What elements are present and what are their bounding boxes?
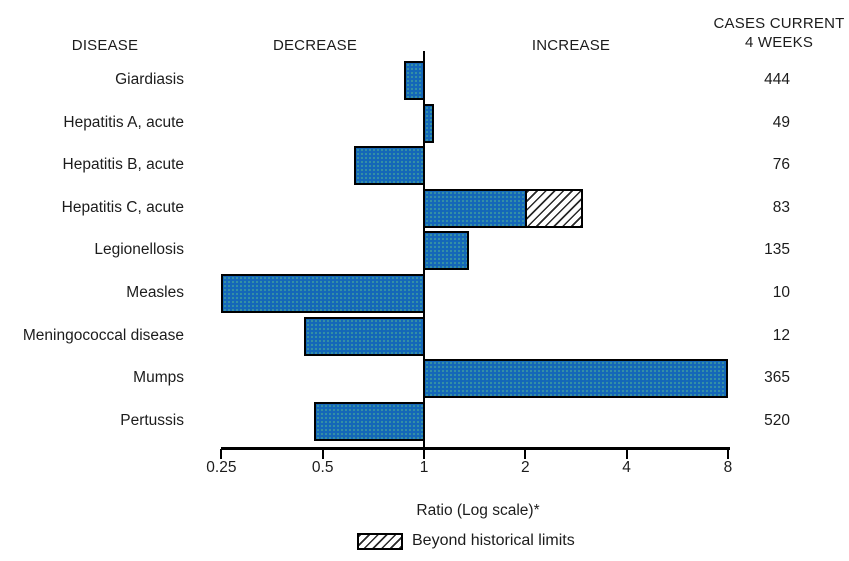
decrease-header: DECREASE <box>272 37 358 54</box>
tick-label-0.25: 0.25 <box>206 459 237 476</box>
tick-label-0.5: 0.5 <box>311 459 334 476</box>
cases-column-header: CASES CURRENT 4 WEEKS <box>714 14 845 52</box>
bar-fill-legionellosis <box>425 233 467 268</box>
legend: Beyond historical limits <box>357 532 575 550</box>
cases-value-hepatitis-c-acute: 83 <box>772 198 790 216</box>
bar-mumps <box>423 359 728 398</box>
bar-fill-measles <box>223 276 423 311</box>
tick-mark-8 <box>726 449 729 459</box>
bar-fill-meningococcal-disease <box>306 319 423 354</box>
cases-value-hepatitis-b-acute: 76 <box>772 155 790 173</box>
row-label-hepatitis-a-acute: Hepatitis A, acute <box>63 113 184 131</box>
beyond-historical-limits-segment <box>524 191 581 226</box>
legend-label: Beyond historical limits <box>412 532 575 549</box>
row-label-measles: Measles <box>126 283 184 301</box>
row-label-giardiasis: Giardiasis <box>115 70 184 88</box>
bar-hepatitis-c-acute <box>423 189 583 228</box>
tick-label-1: 1 <box>419 459 429 476</box>
bar-fill-hepatitis-c-acute <box>425 191 525 226</box>
tick-mark-1 <box>423 449 425 459</box>
cases-header-line1: CASES CURRENT <box>713 15 845 32</box>
cases-value-hepatitis-a-acute: 49 <box>772 113 790 131</box>
bar-pertussis <box>313 402 425 441</box>
row-label-pertussis: Pertussis <box>120 411 184 429</box>
cases-value-meningococcal-disease: 12 <box>772 326 790 344</box>
bar-fill-hepatitis-b-acute <box>356 148 423 183</box>
tick-mark-4 <box>625 449 628 459</box>
increase-header: INCREASE <box>531 37 611 54</box>
cases-value-measles: 10 <box>772 283 790 301</box>
bar-fill-hepatitis-a-acute <box>425 106 432 141</box>
bar-legionellosis <box>423 231 469 270</box>
tick-mark-0.5 <box>321 449 324 459</box>
bar-giardiasis <box>403 61 425 100</box>
cases-value-mumps: 365 <box>764 368 790 386</box>
bar-fill-pertussis <box>315 404 423 439</box>
bar-hepatitis-b-acute <box>354 146 425 185</box>
row-label-legionellosis: Legionellosis <box>94 240 184 258</box>
tick-mark-0.25 <box>220 449 223 459</box>
row-label-hepatitis-c-acute: Hepatitis C, acute <box>61 198 184 216</box>
bar-fill-mumps <box>425 361 726 396</box>
bar-meningococcal-disease <box>304 317 425 356</box>
tick-label-2: 2 <box>520 459 530 476</box>
bar-measles <box>221 274 425 313</box>
x-axis-line <box>221 447 730 450</box>
row-label-hepatitis-b-acute: Hepatitis B, acute <box>62 155 184 173</box>
beyond-historical-limits-swatch <box>357 532 403 550</box>
baseline-ratio-1-line <box>423 51 425 459</box>
cases-value-legionellosis: 135 <box>764 240 790 258</box>
row-label-mumps: Mumps <box>133 368 184 386</box>
disease-column-header: DISEASE <box>71 37 139 54</box>
tick-label-8: 8 <box>723 459 733 476</box>
row-label-meningococcal-disease: Meningococcal disease <box>22 326 184 344</box>
cases-value-pertussis: 520 <box>764 411 790 429</box>
tick-label-4: 4 <box>622 459 631 476</box>
x-axis-label: Ratio (Log scale)* <box>416 502 540 519</box>
tick-mark-2 <box>524 449 527 459</box>
cases-header-line2: 4 WEEKS <box>744 34 814 51</box>
bar-fill-giardiasis <box>405 63 423 98</box>
cases-value-giardiasis: 444 <box>764 70 790 88</box>
